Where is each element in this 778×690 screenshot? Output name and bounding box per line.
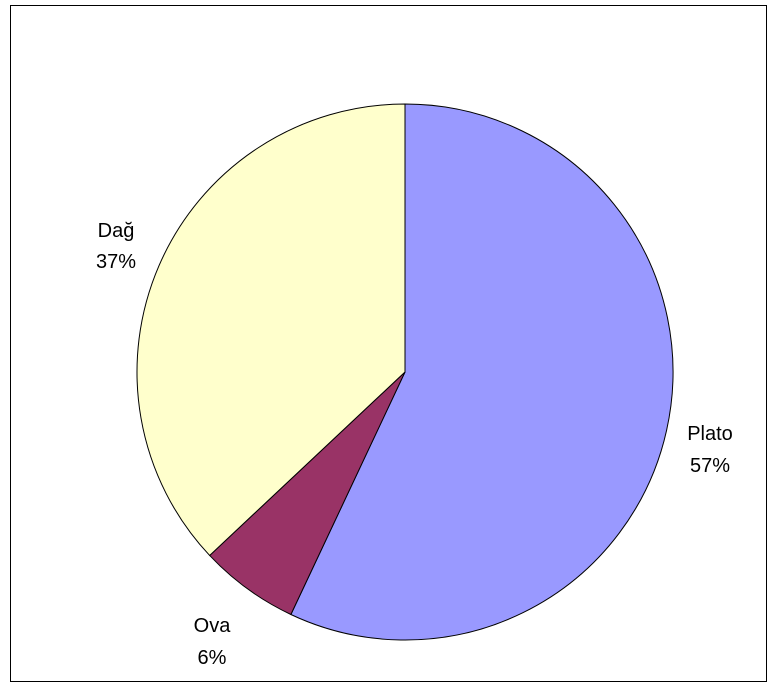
pie-slices [136, 103, 674, 641]
slice-label-name: Dağ [98, 220, 135, 242]
slice-label-name: Plato [687, 423, 733, 445]
slice-label-value: 6% [198, 647, 227, 669]
slice-label-value: 57% [690, 455, 730, 477]
pie-slice-dağ [136, 103, 406, 557]
pie-slice-plato [290, 103, 674, 641]
slice-label-name: Ova [194, 615, 232, 637]
slice-labels: Plato 57% Ova 6% Dağ 37% [96, 220, 733, 669]
slice-label-value: 37% [96, 251, 136, 273]
